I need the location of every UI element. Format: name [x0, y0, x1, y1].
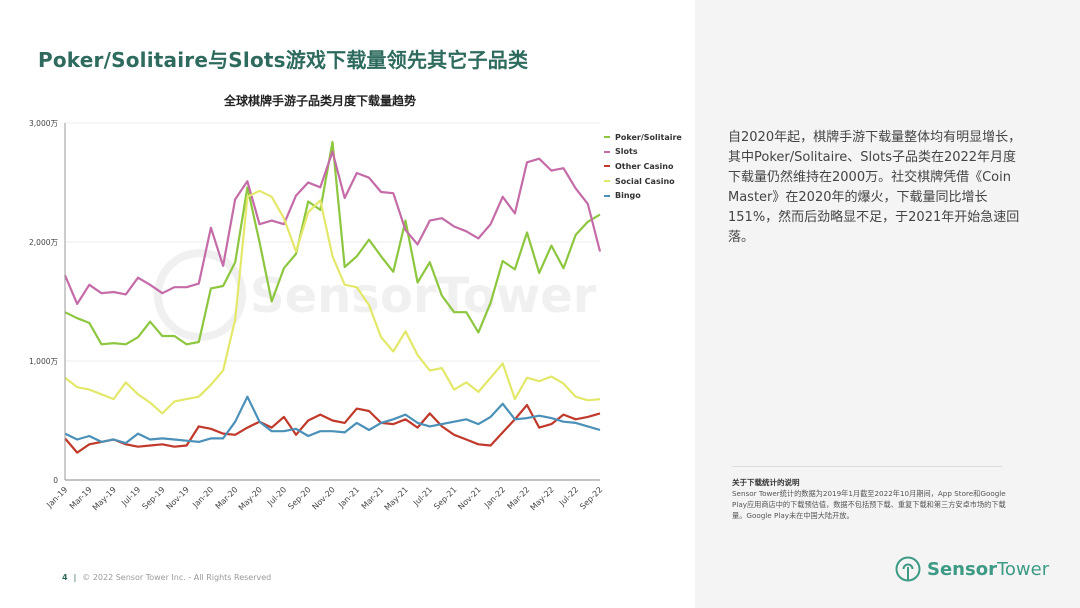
- legend-swatch: [604, 180, 610, 183]
- svg-text:Mar-21: Mar-21: [360, 485, 386, 511]
- series-line-social-casino: [64, 189, 601, 415]
- svg-text:Jan-19: Jan-19: [44, 485, 69, 510]
- svg-text:Jul-20: Jul-20: [265, 485, 288, 508]
- chart-legend: Poker/Solitaire Slots Other Casino Socia…: [604, 130, 682, 203]
- legend-swatch: [604, 165, 610, 168]
- legend-swatch: [604, 150, 610, 153]
- svg-text:May-22: May-22: [529, 485, 556, 512]
- legend-item-poker-solitaire: Poker/Solitaire: [604, 130, 682, 145]
- copyright: © 2022 Sensor Tower Inc. - All Rights Re…: [82, 573, 272, 582]
- series-line-poker-solitaire: [64, 140, 601, 346]
- svg-text:May-19: May-19: [91, 485, 118, 512]
- description-text: 自2020年起，棋牌手游下载量整体均有明显增长，其中Poker/Solitair…: [728, 130, 1022, 245]
- sensor-tower-logo-icon: [895, 556, 921, 582]
- text-panel: [695, 0, 1080, 608]
- svg-text:Sep-22: Sep-22: [578, 485, 604, 511]
- legend-item-other-casino: Other Casino: [604, 159, 682, 174]
- page-title: Poker/Solitaire与Slots游戏下载量领先其它子品类: [38, 48, 529, 72]
- legend-label: Bingo: [615, 191, 641, 201]
- svg-text:Sep-20: Sep-20: [286, 485, 312, 511]
- svg-text:SensorTower: SensorTower: [250, 268, 597, 324]
- svg-text:Mar-19: Mar-19: [68, 485, 94, 511]
- svg-text:Jul-19: Jul-19: [119, 485, 142, 508]
- series-line-bingo: [64, 395, 601, 445]
- legend-swatch: [604, 136, 610, 139]
- svg-text:3,000万: 3,000万: [29, 119, 58, 128]
- series-line-other-casino: [64, 403, 601, 454]
- svg-text:May-20: May-20: [237, 485, 264, 512]
- legend-label: Poker/Solitaire: [615, 132, 682, 142]
- series-line-slots: [63, 150, 602, 305]
- chart-gridlines: [65, 122, 600, 362]
- svg-text:Sep-19: Sep-19: [140, 485, 166, 511]
- y-axis-labels: 0 1,000万 2,000万 3,000万: [29, 119, 58, 485]
- note-title: 关于下载统计的说明: [732, 478, 800, 487]
- legend-label: Social Casino: [615, 176, 675, 186]
- legend-label: Other Casino: [615, 161, 674, 171]
- svg-text:Jul-21: Jul-21: [411, 485, 434, 508]
- chart-title: 全球棋牌手游子品类月度下载量趋势: [223, 94, 416, 108]
- svg-text:2,000万: 2,000万: [29, 238, 58, 247]
- svg-text:Nov-20: Nov-20: [310, 485, 336, 511]
- legend-swatch: [604, 194, 610, 197]
- legend-item-social-casino: Social Casino: [604, 174, 682, 189]
- svg-text:Jul-22: Jul-22: [557, 485, 580, 508]
- chart-panel: Poker/Solitaire与Slots游戏下载量领先其它子品类 全球棋牌手游…: [29, 48, 682, 582]
- svg-text:Jan-20: Jan-20: [190, 485, 215, 510]
- brand-name-light: Tower: [996, 558, 1050, 580]
- svg-text:0: 0: [53, 476, 58, 485]
- legend-item-slots: Slots: [604, 145, 682, 160]
- svg-text:Jan-22: Jan-22: [482, 485, 507, 510]
- legend-label: Slots: [615, 147, 638, 157]
- note-divider: [732, 466, 1002, 467]
- series-lines: [63, 140, 602, 454]
- download-note: 关于下载统计的说明 Sensor Tower统计的数据为2019年1月截至202…: [732, 477, 1012, 521]
- svg-text:Mar-22: Mar-22: [506, 485, 532, 511]
- svg-text:Nov-21: Nov-21: [456, 485, 482, 511]
- svg-text:Mar-20: Mar-20: [214, 485, 240, 511]
- note-body: Sensor Tower统计的数据为2019年1月截至2022年10月期间，Ap…: [732, 489, 1006, 520]
- brand-logo: SensorTower: [895, 556, 1049, 582]
- svg-text:May-21: May-21: [383, 485, 410, 512]
- footer-divider: |: [73, 573, 77, 582]
- svg-text:Sep-21: Sep-21: [432, 485, 458, 511]
- page-number: 4: [62, 573, 68, 582]
- legend-item-bingo: Bingo: [604, 188, 682, 203]
- svg-text:1,000万: 1,000万: [29, 357, 58, 366]
- brand-name: SensorTower: [927, 559, 1049, 580]
- svg-text:Nov-19: Nov-19: [165, 485, 191, 511]
- svg-text:Jan-21: Jan-21: [336, 485, 361, 510]
- footer: 4 | © 2022 Sensor Tower Inc. - All Rights …: [62, 573, 271, 582]
- brand-name-bold: Sensor: [927, 558, 997, 580]
